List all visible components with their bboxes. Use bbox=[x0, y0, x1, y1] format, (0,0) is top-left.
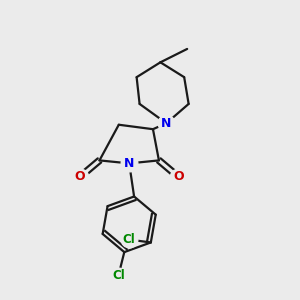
Text: N: N bbox=[161, 117, 172, 130]
Text: O: O bbox=[173, 170, 184, 183]
Text: N: N bbox=[124, 157, 134, 170]
Text: O: O bbox=[75, 170, 86, 183]
Text: Cl: Cl bbox=[122, 233, 135, 246]
Text: Cl: Cl bbox=[112, 269, 125, 282]
